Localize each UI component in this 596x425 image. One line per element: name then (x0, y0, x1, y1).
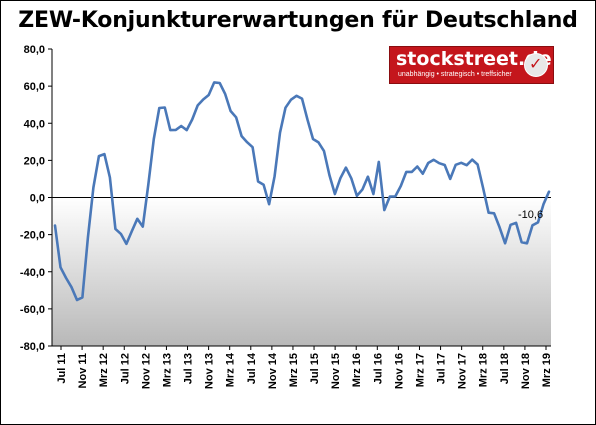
x-tick-label: Nov 15 (330, 353, 342, 389)
y-tick-label: -40,0 (20, 267, 45, 279)
x-tick-label: Mrz 15 (288, 353, 300, 387)
x-tick-label: Nov 17 (457, 353, 469, 389)
y-tick-label: 60,0 (24, 81, 45, 93)
x-tick-label: Mrz 14 (225, 352, 237, 387)
y-tick-label: 80,0 (24, 44, 45, 56)
x-tick-label: Jul 12 (119, 353, 131, 384)
y-tick-label: -80,0 (20, 341, 45, 353)
x-tick-label: Mrz 13 (161, 353, 173, 387)
y-tick-labels: 80,0 60,0 40,0 20,0 0,0 -20,0 -40,0 -60,0 -80,0 (20, 44, 45, 353)
negative-zone-background (52, 197, 551, 346)
x-tick-label: Jul 16 (372, 353, 384, 384)
checkmark-badge-icon: ✓ (524, 53, 548, 77)
x-tick-label: Mrz 17 (414, 353, 426, 387)
y-tick-label: 40,0 (24, 118, 45, 130)
x-tick-label: Mrz 16 (351, 353, 363, 387)
logo-text: stockstreet.de (396, 48, 552, 70)
x-tick-label: Jul 17 (436, 353, 448, 384)
chart-title: ZEW-Konjunkturerwartungen für Deutschlan… (18, 8, 578, 33)
axis-layer (48, 48, 551, 350)
x-tick-label: Nov 13 (204, 353, 216, 389)
x-tick-label: Nov 12 (140, 353, 152, 389)
x-tick-label: Jul 11 (56, 353, 68, 384)
y-tick-label: -60,0 (20, 304, 45, 316)
x-tick-label: Nov 11 (77, 353, 89, 388)
x-tick-label: Jul 13 (183, 353, 195, 384)
logo-tagline: unabhängig • strategisch • treffsicher (398, 71, 512, 78)
y-tick-label: 0,0 (30, 193, 45, 205)
y-tick-label: 20,0 (24, 155, 45, 167)
x-tick-label: Mrz 19 (541, 353, 553, 387)
y-tick-label: -20,0 (20, 230, 45, 242)
x-tick-label: Nov 16 (393, 353, 405, 389)
x-tick-labels: Jul 11 Nov 11 Mrz 12 Jul 12 Nov 12 Mrz 13 Jul … (56, 352, 553, 389)
last-value-annotation: -10,6 (518, 209, 543, 221)
series-line (53, 81, 551, 302)
x-tick-label: Jul 14 (246, 352, 258, 384)
x-tick-label: Nov 14 (267, 352, 279, 389)
stockstreet-logo: stockstreet.de unabhängig • strategisch … (389, 46, 554, 84)
x-tick-label: Mrz 18 (478, 353, 490, 387)
x-tick-label: Mrz 12 (98, 353, 110, 387)
x-tick-label: Nov 18 (520, 353, 532, 389)
x-tick-label: Jul 18 (499, 353, 511, 384)
x-tick-label: Jul 15 (309, 353, 321, 384)
